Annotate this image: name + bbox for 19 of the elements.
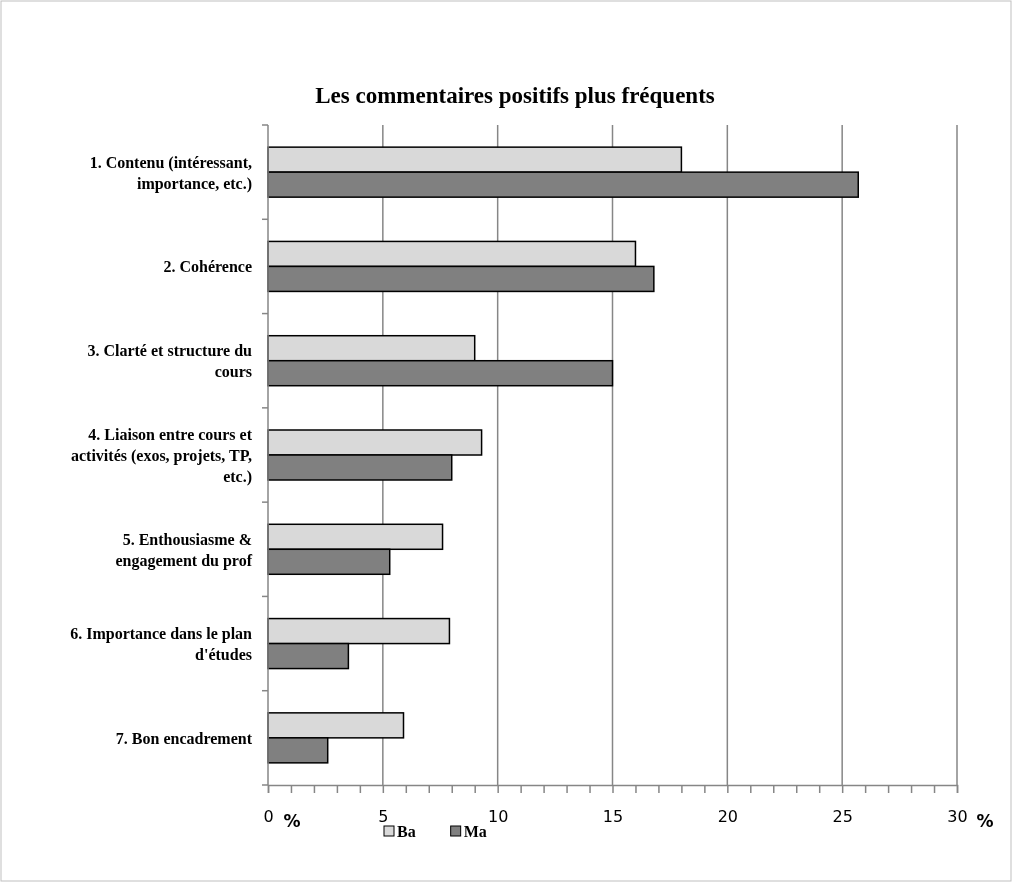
y-tick-label: 3. Clarté et structure du cours	[87, 342, 253, 381]
x-tick-label: 10	[487, 807, 509, 827]
legend-label: Ba	[397, 823, 416, 840]
x-tick-label: 20	[717, 807, 739, 827]
y-tick-label: 5. Enthousiasme & engagement du prof	[115, 530, 253, 570]
text: %	[283, 811, 301, 831]
x-tick-label: 5	[378, 807, 389, 827]
y-tick-label: 4. Liaison entre cours et activités (exos, projets, TP, etc.)	[70, 426, 253, 486]
x-tick-label: 15	[602, 807, 624, 827]
y-tick-label: 2. Cohérence	[163, 258, 252, 276]
y-tick-label: 6. Importance dans le plan d'études	[70, 625, 253, 664]
legend-label: Ma	[463, 823, 487, 840]
x-tick-label: 30	[947, 807, 968, 827]
chart-title: Les commentaires positifs plus fréquents	[315, 83, 715, 108]
y-tick-label: 1. Contenu (intéressant, importance, etc.)	[89, 153, 252, 193]
x-tick-label: 0	[263, 807, 274, 827]
x-tick-label: 25	[832, 807, 853, 827]
y-tick-label: 7. Bon encadrement	[115, 729, 253, 747]
text: %	[976, 811, 994, 831]
